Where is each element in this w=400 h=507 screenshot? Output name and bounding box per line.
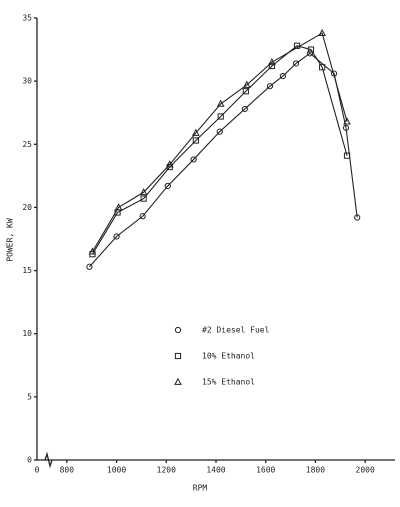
x-tick-label: 1800	[306, 466, 325, 475]
y-tick-label: 5	[27, 392, 32, 401]
x-tick-label: 2000	[356, 466, 375, 475]
legend-marker	[174, 326, 182, 334]
marker	[319, 64, 326, 71]
marker	[114, 203, 123, 211]
marker	[343, 117, 351, 125]
marker	[216, 99, 225, 107]
marker	[192, 128, 200, 136]
marker	[292, 60, 300, 67]
marker	[113, 233, 120, 240]
marker	[190, 156, 197, 163]
y-tick-label: 0	[27, 456, 32, 465]
marker	[268, 62, 276, 70]
series-line	[91, 32, 348, 252]
series-line	[91, 45, 348, 255]
marker	[88, 247, 97, 255]
marker	[216, 128, 223, 135]
y-tick-label: 10	[22, 329, 32, 338]
marker	[140, 195, 147, 202]
x-tick-label: 1400	[206, 466, 225, 475]
y-tick-label: 30	[22, 77, 32, 86]
x-tick-label: 1200	[157, 466, 176, 475]
marker	[279, 72, 286, 80]
marker	[242, 80, 251, 88]
y-axis-label: POWER, KW	[6, 218, 15, 262]
x-tick-label: 1000	[107, 466, 126, 475]
marker	[242, 88, 249, 95]
marker	[86, 263, 93, 270]
y-tick-label: 35	[22, 14, 32, 23]
marker	[306, 50, 314, 57]
x-origin-label: 0	[35, 466, 40, 475]
x-tick-label: 800	[60, 466, 75, 475]
axis-break	[44, 451, 53, 469]
marker	[354, 214, 361, 221]
marker	[217, 113, 224, 120]
marker	[164, 182, 171, 190]
marker	[268, 57, 276, 66]
y-tick-label: 20	[22, 203, 32, 212]
marker	[266, 83, 274, 90]
legend-label: #2 Diesel Fuel	[202, 326, 270, 335]
marker	[342, 124, 350, 131]
series-line	[89, 52, 358, 268]
marker	[318, 28, 326, 37]
y-tick-label: 15	[22, 266, 32, 275]
legend-label: 10% Ethanol	[202, 352, 255, 361]
marker	[139, 213, 146, 220]
marker	[241, 105, 248, 113]
x-axis-label: RPM	[193, 484, 208, 493]
y-tick-label: 25	[22, 140, 32, 149]
marker	[307, 46, 315, 53]
legend-marker	[174, 352, 182, 360]
legend-marker	[174, 377, 182, 385]
x-tick-label: 1600	[256, 466, 275, 475]
marker	[343, 152, 351, 159]
marker	[192, 137, 199, 144]
legend-label: 15% Ethanol	[202, 378, 255, 387]
marker	[165, 160, 174, 168]
marker	[139, 188, 148, 196]
